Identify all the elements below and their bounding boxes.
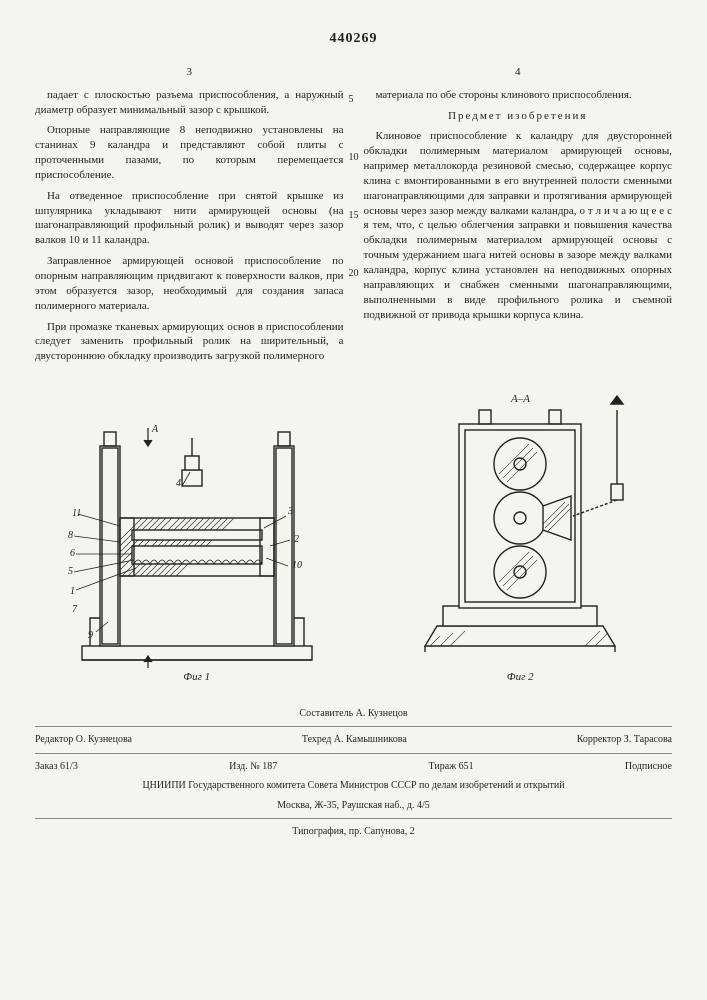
svg-text:10: 10	[292, 560, 302, 571]
footer-credits: Редактор О. Кузнецова Техред А. Камышник…	[35, 733, 672, 747]
line-number-20: 20	[349, 267, 359, 281]
svg-text:11: 11	[72, 508, 81, 519]
tirazh: Тираж 651	[429, 760, 474, 774]
line-number-15: 15	[349, 209, 359, 223]
corrector: Корректор З. Тарасова	[577, 733, 672, 747]
org-name: ЦНИИПИ Государственного комитета Совета …	[35, 779, 672, 793]
left-p3: На отведенное приспособление при снятой …	[35, 189, 344, 248]
techred: Техред А. Камышникова	[302, 733, 407, 747]
right-col-number: 4	[364, 65, 673, 80]
line-number-10: 10	[349, 151, 359, 165]
figures-row: 11 8 6 5 1 7 4 3 2 10 9 А А Фиг 1	[35, 388, 672, 685]
left-column: 3 падает с плоскостью разъема приспособл…	[35, 65, 344, 370]
line-number-5: 5	[349, 93, 354, 107]
figure-2: А–А Фиг 2	[385, 388, 655, 685]
figure-1-svg: 11 8 6 5 1 7 4 3 2 10 9 А А	[52, 408, 342, 668]
left-p5: При промазке тканевых армирующих основ в…	[35, 320, 344, 365]
podpisnoe: Подписное	[625, 760, 672, 774]
right-p2: Клиновое приспособление к каландру для д…	[364, 129, 673, 322]
svg-text:1: 1	[70, 586, 75, 597]
order-number: Заказ 61/3	[35, 760, 78, 774]
left-p2: Опорные направляющие 8 неподвижно устано…	[35, 123, 344, 182]
svg-text:4: 4	[176, 478, 181, 489]
figure-2-svg: А–А	[385, 388, 655, 668]
svg-text:9: 9	[88, 630, 93, 641]
figure-1: 11 8 6 5 1 7 4 3 2 10 9 А А Фиг 1	[52, 408, 342, 685]
right-column: 4 5 10 15 20 материала по обе стороны кл…	[364, 65, 673, 370]
left-p4: Заправленное армирующей основой приспосо…	[35, 254, 344, 313]
figure-2-label: Фиг 2	[385, 670, 655, 685]
svg-text:5: 5	[68, 566, 73, 577]
footer-print-info: Заказ 61/3 Изд. № 187 Тираж 651 Подписно…	[35, 760, 672, 774]
editor: Редактор О. Кузнецова	[35, 733, 132, 747]
text-columns: 3 падает с плоскостью разъема приспособл…	[35, 65, 672, 370]
document-number: 440269	[35, 30, 672, 49]
svg-text:3: 3	[287, 506, 293, 517]
svg-text:6: 6	[70, 548, 75, 559]
left-col-number: 3	[35, 65, 344, 80]
svg-text:2: 2	[294, 534, 299, 545]
typography: Типография, пр. Сапунова, 2	[35, 825, 672, 839]
figure-1-label: Фиг 1	[52, 670, 342, 685]
composer: Составитель А. Кузнецов	[35, 707, 672, 721]
org-address: Москва, Ж-35, Раушская наб., д. 4/5	[35, 799, 672, 813]
right-p1: материала по обе стороны клинового присп…	[364, 88, 673, 103]
izd-number: Изд. № 187	[229, 760, 277, 774]
section-label: А–А	[510, 393, 530, 405]
svg-text:8: 8	[68, 530, 73, 541]
svg-text:7: 7	[72, 604, 78, 615]
left-p1: падает с плоскостью разъема приспособлен…	[35, 88, 344, 118]
svg-text:А: А	[151, 424, 159, 435]
subject-title: Предмет изобретения	[364, 109, 673, 124]
footer: Составитель А. Кузнецов Редактор О. Кузн…	[35, 707, 672, 839]
